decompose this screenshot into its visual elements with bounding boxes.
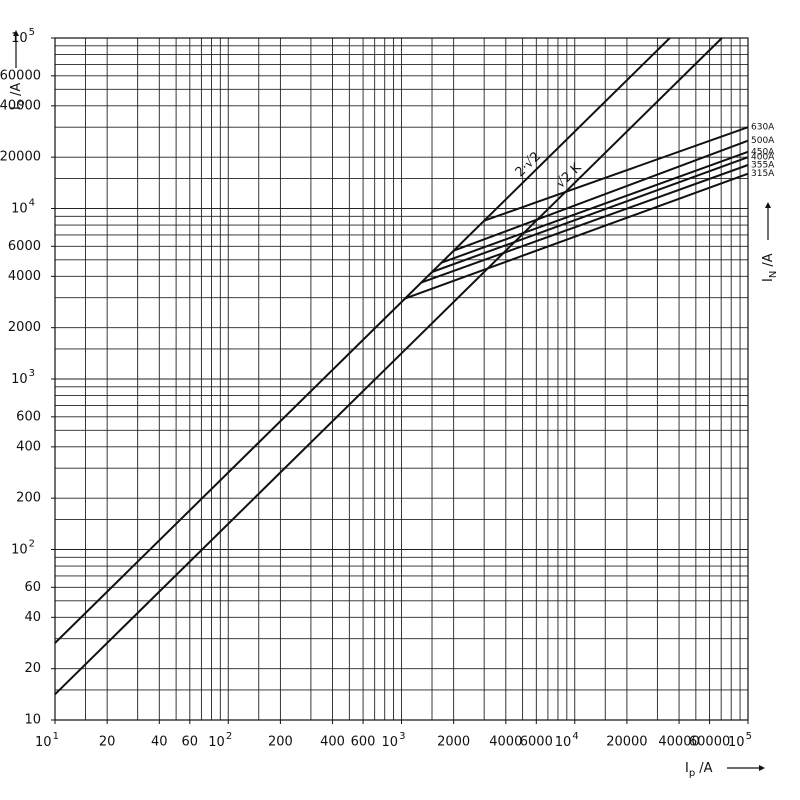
tick-exponent: 2	[226, 731, 232, 742]
y-tick-label: 4000	[8, 269, 41, 284]
axis-arrowhead	[13, 30, 19, 36]
x-tick-label: 6000	[520, 735, 553, 750]
y-tick-label: 105	[11, 27, 35, 46]
tick-exponent: 1	[53, 731, 59, 742]
axis-unit: /A	[9, 83, 24, 96]
y-tick-label: 104	[11, 198, 35, 217]
series-label: 630A	[751, 123, 775, 133]
tick-exponent: 5	[29, 27, 35, 38]
series-label: 2·√2	[513, 149, 544, 180]
series-line	[54, 37, 671, 644]
series-label: 355A	[751, 160, 775, 170]
tick-exponent: 4	[572, 731, 578, 742]
x-tick-label: 104	[555, 731, 579, 750]
axis-arrowhead	[765, 202, 771, 208]
series-label: 315A	[751, 169, 775, 179]
series-label: 500A	[751, 136, 775, 146]
tick-exponent: 3	[399, 731, 405, 742]
tick-base: 10	[11, 542, 28, 557]
axis-label: IN/A	[761, 202, 780, 282]
x-tick-label: 200	[268, 735, 293, 750]
series-line	[404, 172, 749, 300]
y-tick-label: 60000	[0, 68, 41, 83]
y-tick-label: 2000	[8, 320, 41, 335]
tick-base: 10	[728, 735, 745, 750]
x-tick-label: 40000	[658, 735, 699, 750]
axis-symbol: I	[9, 106, 24, 110]
axis-label-text: Ip/A	[685, 761, 713, 780]
axis-subscript: o	[16, 100, 27, 106]
series-line	[453, 139, 749, 252]
x-tick-label: 102	[208, 731, 232, 750]
tick-base: 10	[35, 735, 52, 750]
lines	[54, 37, 749, 696]
y-tick-label: 600	[16, 409, 41, 424]
axis-unit: /A	[761, 253, 776, 266]
tick-exponent: 2	[29, 539, 35, 550]
axis-label-text: IN/A	[761, 253, 780, 282]
series-line	[431, 156, 749, 273]
y-tick-label: 102	[11, 539, 35, 558]
axis-subscript: p	[689, 768, 695, 779]
tick-base: 10	[382, 735, 399, 750]
y-tick-label: 20000	[0, 150, 41, 165]
x-tick-label: 60000	[689, 735, 730, 750]
series-label: 450A	[751, 147, 775, 157]
tick-base: 10	[555, 735, 572, 750]
x-tick-label: 2000	[437, 735, 470, 750]
y-tick-label: 20	[24, 661, 41, 676]
axis-symbol: I	[685, 761, 689, 776]
series-line	[54, 37, 723, 696]
y-tick-label: 60	[24, 580, 41, 595]
x-tick-label: 600	[351, 735, 376, 750]
x-tick-label: 105	[728, 731, 752, 750]
y-tick-label: 40000	[0, 98, 41, 113]
axis-label: Io/A	[9, 30, 28, 110]
x-tick-label: 20	[99, 735, 116, 750]
tick-exponent: 5	[746, 731, 752, 742]
axis-unit: /A	[699, 761, 712, 776]
x-tick-label: 60	[182, 735, 199, 750]
y-tick-label: 200	[16, 491, 41, 506]
y-tick-label: 10	[24, 713, 41, 728]
series-label: 400A	[751, 153, 775, 163]
y-tick-label: 400	[16, 439, 41, 454]
x-tick-label: 103	[382, 731, 406, 750]
x-tick-label: 4000	[489, 735, 522, 750]
tick-exponent: 4	[29, 198, 35, 209]
series-line	[483, 126, 749, 222]
x-tick-label: 40	[151, 735, 168, 750]
y-tick-label: 40	[24, 610, 41, 625]
grid	[51, 37, 749, 724]
y-tick-label: 6000	[8, 239, 41, 254]
x-tick-label: 400	[320, 735, 345, 750]
axis-arrowhead	[759, 765, 765, 771]
axis-label-text: Io/A	[9, 83, 28, 110]
tick-base: 10	[208, 735, 225, 750]
tick-exponent: 3	[29, 368, 35, 379]
series-line	[420, 164, 749, 284]
series-line	[441, 150, 749, 264]
plot-frame	[54, 37, 749, 721]
axis-label: Ip/A	[685, 761, 765, 780]
x-tick-label: 101	[35, 731, 59, 750]
axis-subscript: N	[768, 271, 779, 278]
y-tick-label: 103	[11, 368, 35, 387]
axis-symbol: I	[761, 278, 776, 282]
tick-base: 10	[11, 31, 28, 46]
tick-base: 10	[11, 201, 28, 216]
x-tick-label: 20000	[606, 735, 647, 750]
tick-base: 10	[11, 372, 28, 387]
